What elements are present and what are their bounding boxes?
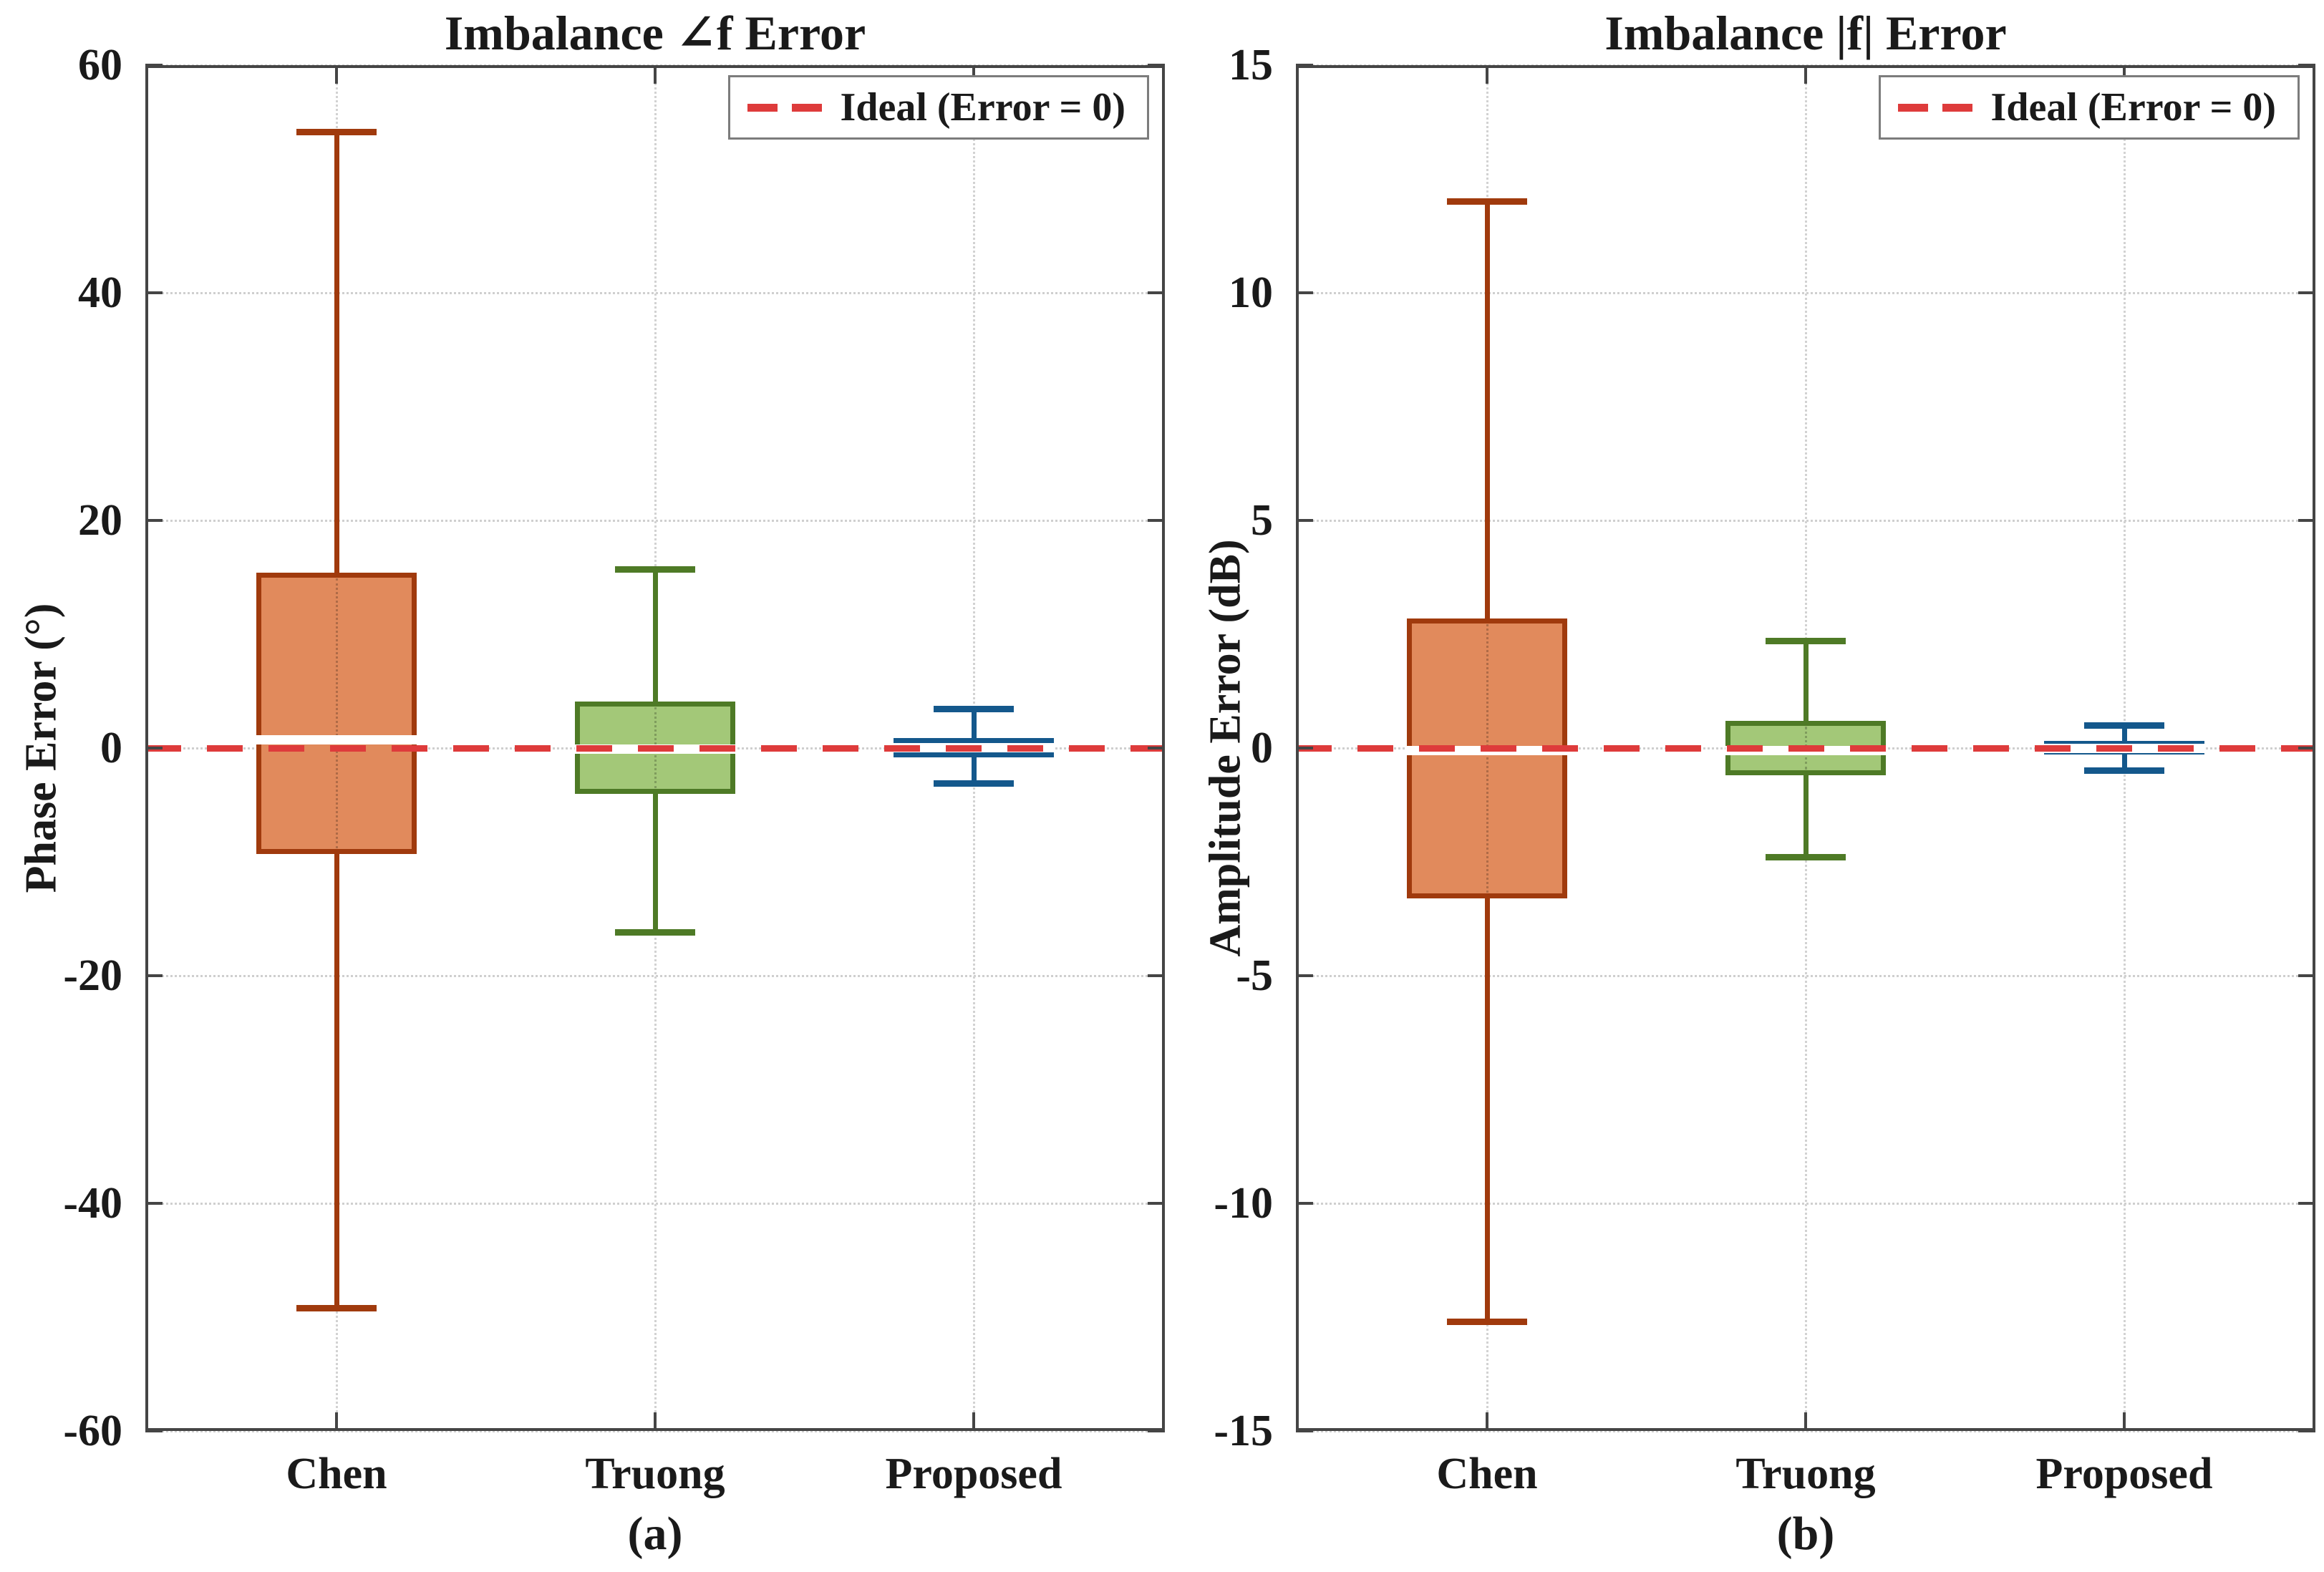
y-tick — [2298, 64, 2315, 67]
whisker-cap-low — [2084, 767, 2164, 775]
whisker-cap-low — [1447, 1318, 1527, 1325]
y-tick — [1296, 974, 1313, 977]
y-tick-label: -15 — [1214, 1407, 1273, 1455]
y-tick — [1148, 519, 1165, 522]
y-tick-label: -5 — [1236, 951, 1273, 1000]
y-tick-label: -10 — [1214, 1179, 1273, 1228]
y-tick — [1296, 1430, 1313, 1432]
y-tick — [145, 64, 163, 67]
whisker-cap-high — [296, 129, 377, 136]
x-tick — [335, 1412, 338, 1431]
box-chen — [1407, 618, 1567, 898]
x-category-label: Proposed — [2035, 1450, 2213, 1498]
x-tick — [972, 65, 975, 84]
panel-a-title: Imbalance ∠f Error — [444, 6, 866, 60]
x-category-label: Truong — [1735, 1450, 1876, 1498]
panel-b-legend: Ideal (Error = 0) — [1878, 75, 2300, 140]
y-tick-label: 40 — [78, 268, 122, 317]
y-tick — [1148, 974, 1165, 977]
y-tick — [2298, 974, 2315, 977]
x-tick — [2123, 65, 2126, 84]
x-tick — [2123, 1412, 2126, 1431]
box-chen — [256, 573, 417, 854]
y-tick — [1148, 1430, 1165, 1432]
y-tick — [145, 291, 163, 294]
x-category-label: Chen — [1436, 1450, 1538, 1498]
x-tick — [1804, 1412, 1807, 1431]
ideal-zero-error-line — [1296, 744, 2315, 752]
whisker-cap-high — [1766, 638, 1846, 644]
y-tick — [1296, 64, 1313, 67]
y-tick — [145, 1430, 163, 1432]
x-category-label: Chen — [286, 1450, 387, 1498]
panel-b-sublabel: (b) — [1776, 1508, 1835, 1560]
whisker-cap-high — [2084, 722, 2164, 729]
y-tick-label: 5 — [1251, 496, 1273, 545]
y-tick — [2298, 519, 2315, 522]
panel-a-sublabel: (a) — [627, 1508, 683, 1560]
y-tick — [1148, 747, 1165, 749]
y-tick — [1296, 519, 1313, 522]
median-chen — [256, 735, 417, 745]
y-tick-label: 0 — [100, 724, 122, 772]
y-tick — [145, 1202, 163, 1205]
whisker-cap-low — [1766, 854, 1846, 861]
red-dashed-line-icon — [1897, 103, 1972, 112]
y-tick-label: 10 — [1229, 268, 1273, 317]
whisker-cap-low — [934, 780, 1014, 787]
whisker-cap-low — [615, 929, 695, 936]
x-tick — [1486, 65, 1488, 84]
y-tick-label: -60 — [63, 1407, 122, 1455]
panel-b-plot-area: Ideal (Error = 0) 15 10 5 0 -5 -10 -15 Chen Truo… — [1214, 41, 2315, 1498]
y-tick — [145, 747, 163, 749]
y-tick — [1296, 747, 1313, 749]
y-tick — [2298, 1202, 2315, 1205]
y-tick — [1148, 1202, 1165, 1205]
panel-a-plot-area: Ideal (Error = 0) 60 40 20 0 -20 -40 -60 Chen Tr… — [63, 41, 1165, 1498]
y-tick-label: -40 — [63, 1179, 122, 1228]
x-tick — [1804, 65, 1807, 84]
x-tick — [1486, 1412, 1488, 1431]
x-tick — [335, 65, 338, 84]
x-gridline-through-box — [1486, 624, 1488, 893]
y-tick-label: 20 — [78, 496, 122, 545]
red-dashed-line-icon — [747, 103, 822, 112]
x-tick — [972, 1412, 975, 1431]
y-tick — [2298, 747, 2315, 749]
whisker-cap-high — [1447, 198, 1527, 205]
y-tick-label: 60 — [78, 41, 122, 89]
y-tick — [1296, 291, 1313, 294]
legend-label: Ideal (Error = 0) — [1990, 85, 2276, 130]
y-gridline — [1296, 1430, 2315, 1432]
ideal-zero-error-line — [145, 744, 1165, 752]
legend-label: Ideal (Error = 0) — [840, 85, 1125, 130]
y-tick — [1296, 1202, 1313, 1205]
y-tick — [145, 519, 163, 522]
y-tick — [145, 974, 163, 977]
panel-b-title: Imbalance |f| Error — [1604, 6, 2007, 60]
y-tick — [2298, 1430, 2315, 1432]
y-tick-label: 0 — [1251, 724, 1273, 772]
y-tick — [2298, 291, 2315, 294]
x-tick — [654, 65, 657, 84]
x-tick — [654, 1412, 657, 1431]
x-category-label: Truong — [585, 1450, 725, 1498]
y-tick — [1148, 64, 1165, 67]
y-tick-label: 15 — [1229, 41, 1273, 89]
whisker-cap-low — [296, 1304, 377, 1311]
y-tick-label: -20 — [63, 951, 122, 1000]
x-gridline-through-box — [335, 578, 338, 848]
x-category-label: Proposed — [885, 1450, 1062, 1498]
whisker-cap-high — [934, 706, 1014, 713]
whisker-cap-high — [615, 566, 695, 573]
panel-a-legend: Ideal (Error = 0) — [727, 75, 1149, 140]
y-gridline — [145, 1430, 1165, 1432]
y-tick — [1148, 291, 1165, 294]
